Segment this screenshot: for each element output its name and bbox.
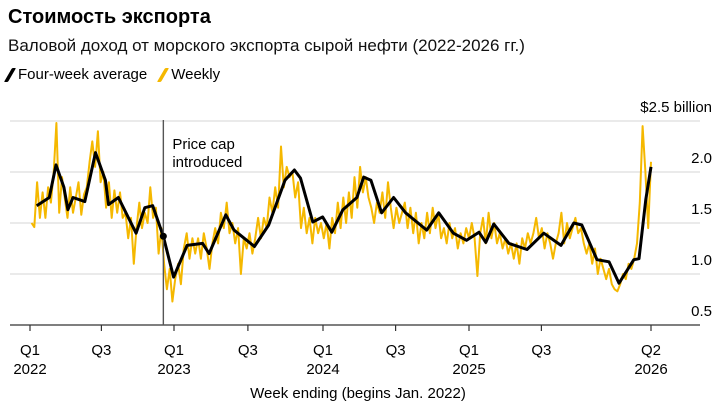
x-tick-label: Q2 [641, 342, 661, 359]
x-tick-label: Q3 [531, 342, 551, 359]
x-tick-year: 2022 [13, 361, 46, 378]
x-tick-label: Q3 [91, 342, 111, 359]
y-tick-label: 0.5 [691, 303, 712, 320]
x-axis-label: Week ending (begins Jan. 2022) [250, 385, 466, 402]
x-tick-label: Q3 [386, 342, 406, 359]
y-tick-label: 2.0 [691, 150, 712, 167]
chart-subtitle: Валовой доход от морского экспорта сырой… [8, 36, 525, 55]
four-week-average-line [35, 151, 653, 285]
x-tick-year: 2023 [157, 361, 190, 378]
x-tick-label: Q1 [313, 342, 333, 359]
x-tick-year: 2025 [452, 361, 485, 378]
legend-label-weekly: Weekly [171, 66, 221, 83]
legend-item-weekly: Weekly [157, 66, 221, 83]
x-tick-label: Q3 [238, 342, 258, 359]
x-tick-year: 2024 [306, 361, 339, 378]
legend-label-average: Four-week average [18, 66, 148, 83]
annotation-text: introduced [172, 154, 242, 171]
chart-title: Стоимость экспорта [8, 6, 211, 28]
legend-item-average: Four-week average [3, 66, 148, 83]
price-cap-marker [159, 232, 167, 240]
x-tick-year: 2026 [634, 361, 667, 378]
x-tick-label: Q1 [459, 342, 479, 359]
x-tick-label: Q1 [164, 342, 184, 359]
annotation-text: Price cap [172, 136, 235, 153]
x-tick-label: Q1 [20, 342, 40, 359]
y-tick-label: 1.5 [691, 201, 712, 218]
y-tick-label: $2.5 billion [640, 99, 712, 116]
legend: Four-week average Weekly [3, 66, 221, 83]
y-tick-label: 1.0 [691, 252, 712, 269]
